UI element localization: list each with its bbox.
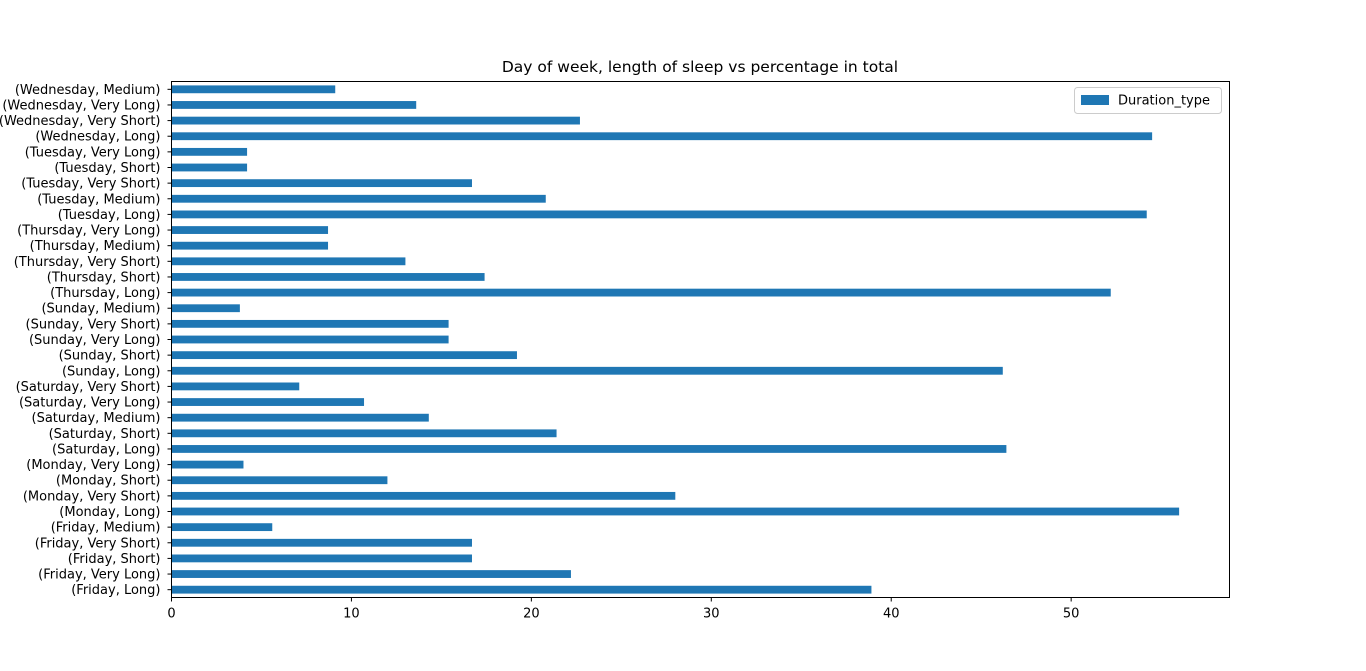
y-tick-label: (Friday, Very Long) (38, 568, 160, 583)
bar-11 (171, 413, 429, 422)
x-tick-label: 30 (703, 607, 720, 622)
y-tick-label: (Thursday, Short) (47, 270, 161, 285)
chart-title: Day of week, length of sleep vs percenta… (502, 58, 898, 76)
legend-swatch (1081, 95, 1109, 105)
x-ticks: 0 10 20 30 40 50 (167, 597, 1080, 622)
y-tick-label: (Monday, Short) (56, 474, 161, 489)
bar-4 (171, 523, 273, 532)
x-tick-label: 10 (343, 607, 360, 622)
y-tick-label: (Tuesday, Very Long) (25, 145, 161, 160)
y-tick-label: (Monday, Very Long) (26, 458, 160, 473)
y-tick-label: (Saturday, Very Long) (19, 396, 161, 411)
bar-17 (171, 319, 449, 328)
bar-7 (171, 476, 388, 485)
legend-label-duration-type: Duration_type (1118, 94, 1210, 109)
bar-14 (171, 366, 1003, 375)
x-tick-label: 20 (523, 607, 540, 622)
legend: Duration_type (1074, 87, 1222, 114)
y-tick-labels: (Friday, Long)(Friday, Very Long)(Friday… (0, 83, 172, 598)
y-tick-label: (Wednesday, Very Long) (2, 98, 160, 113)
legend-box (1074, 87, 1222, 114)
plot-frame (171, 81, 1230, 598)
bar-6 (171, 491, 676, 500)
y-tick-label: (Saturday, Long) (52, 442, 160, 457)
y-tick-label: (Saturday, Medium) (32, 411, 161, 426)
y-tick-label: (Sunday, Medium) (41, 302, 160, 317)
bar-0 (171, 585, 872, 594)
y-tick-label: (Thursday, Very Short) (14, 255, 161, 270)
bar-27 (171, 163, 248, 172)
y-tick-label: (Saturday, Very Short) (16, 380, 161, 395)
bar-3 (171, 538, 472, 547)
bar-9 (171, 445, 1007, 453)
bar-25 (171, 194, 546, 203)
bar-16 (171, 335, 449, 344)
bars-group (171, 85, 1180, 594)
bar-30 (171, 116, 580, 125)
y-tick-label: (Sunday, Very Long) (29, 333, 161, 348)
y-tick-label: (Thursday, Medium) (30, 239, 161, 254)
y-tick-label: (Sunday, Long) (62, 364, 161, 379)
y-tick-label: (Friday, Long) (71, 583, 160, 598)
y-tick-label: (Thursday, Very Long) (17, 224, 160, 239)
bar-26 (171, 179, 472, 188)
bar-19 (171, 288, 1111, 297)
bar-21 (171, 257, 406, 266)
bar-23 (171, 226, 329, 234)
bar-22 (171, 241, 329, 250)
bar-32 (171, 85, 336, 94)
bar-1 (171, 570, 571, 578)
y-tick-label: (Tuesday, Very Short) (21, 177, 160, 192)
bar-15 (171, 351, 517, 360)
y-tick-label: (Wednesday, Long) (35, 130, 160, 145)
y-tick-label: (Friday, Medium) (51, 521, 161, 536)
y-tick-label: (Tuesday, Short) (54, 161, 160, 176)
y-tick-label: (Sunday, Short) (59, 349, 161, 364)
y-tick-label: (Saturday, Short) (49, 427, 161, 442)
y-tick-label: (Wednesday, Very Short) (0, 114, 161, 129)
bar-20 (171, 273, 485, 281)
bar-5 (171, 507, 1180, 516)
bar-28 (171, 147, 248, 156)
x-tick-label: 0 (167, 607, 175, 622)
y-tick-label: (Sunday, Very Short) (26, 317, 161, 332)
x-tick-label: 50 (1063, 607, 1080, 622)
y-tick-label: (Tuesday, Long) (58, 208, 161, 223)
bar-24 (171, 210, 1147, 219)
bar-18 (171, 304, 240, 313)
bar-8 (171, 460, 244, 469)
bar-29 (171, 132, 1153, 141)
bar-2 (171, 554, 472, 563)
y-tick-label: (Friday, Very Short) (35, 536, 161, 551)
x-tick-label: 40 (883, 607, 900, 622)
y-tick-label: (Friday, Short) (68, 552, 161, 567)
y-tick-label: (Tuesday, Medium) (37, 192, 160, 207)
y-tick-label: (Monday, Very Short) (23, 489, 161, 504)
bar-12 (171, 398, 365, 406)
bar-31 (171, 101, 417, 109)
y-tick-label: (Monday, Long) (59, 505, 160, 520)
y-tick-label: (Thursday, Long) (50, 286, 160, 301)
bar-10 (171, 429, 557, 438)
y-tick-label: (Wednesday, Medium) (15, 83, 161, 98)
bar-13 (171, 382, 300, 391)
